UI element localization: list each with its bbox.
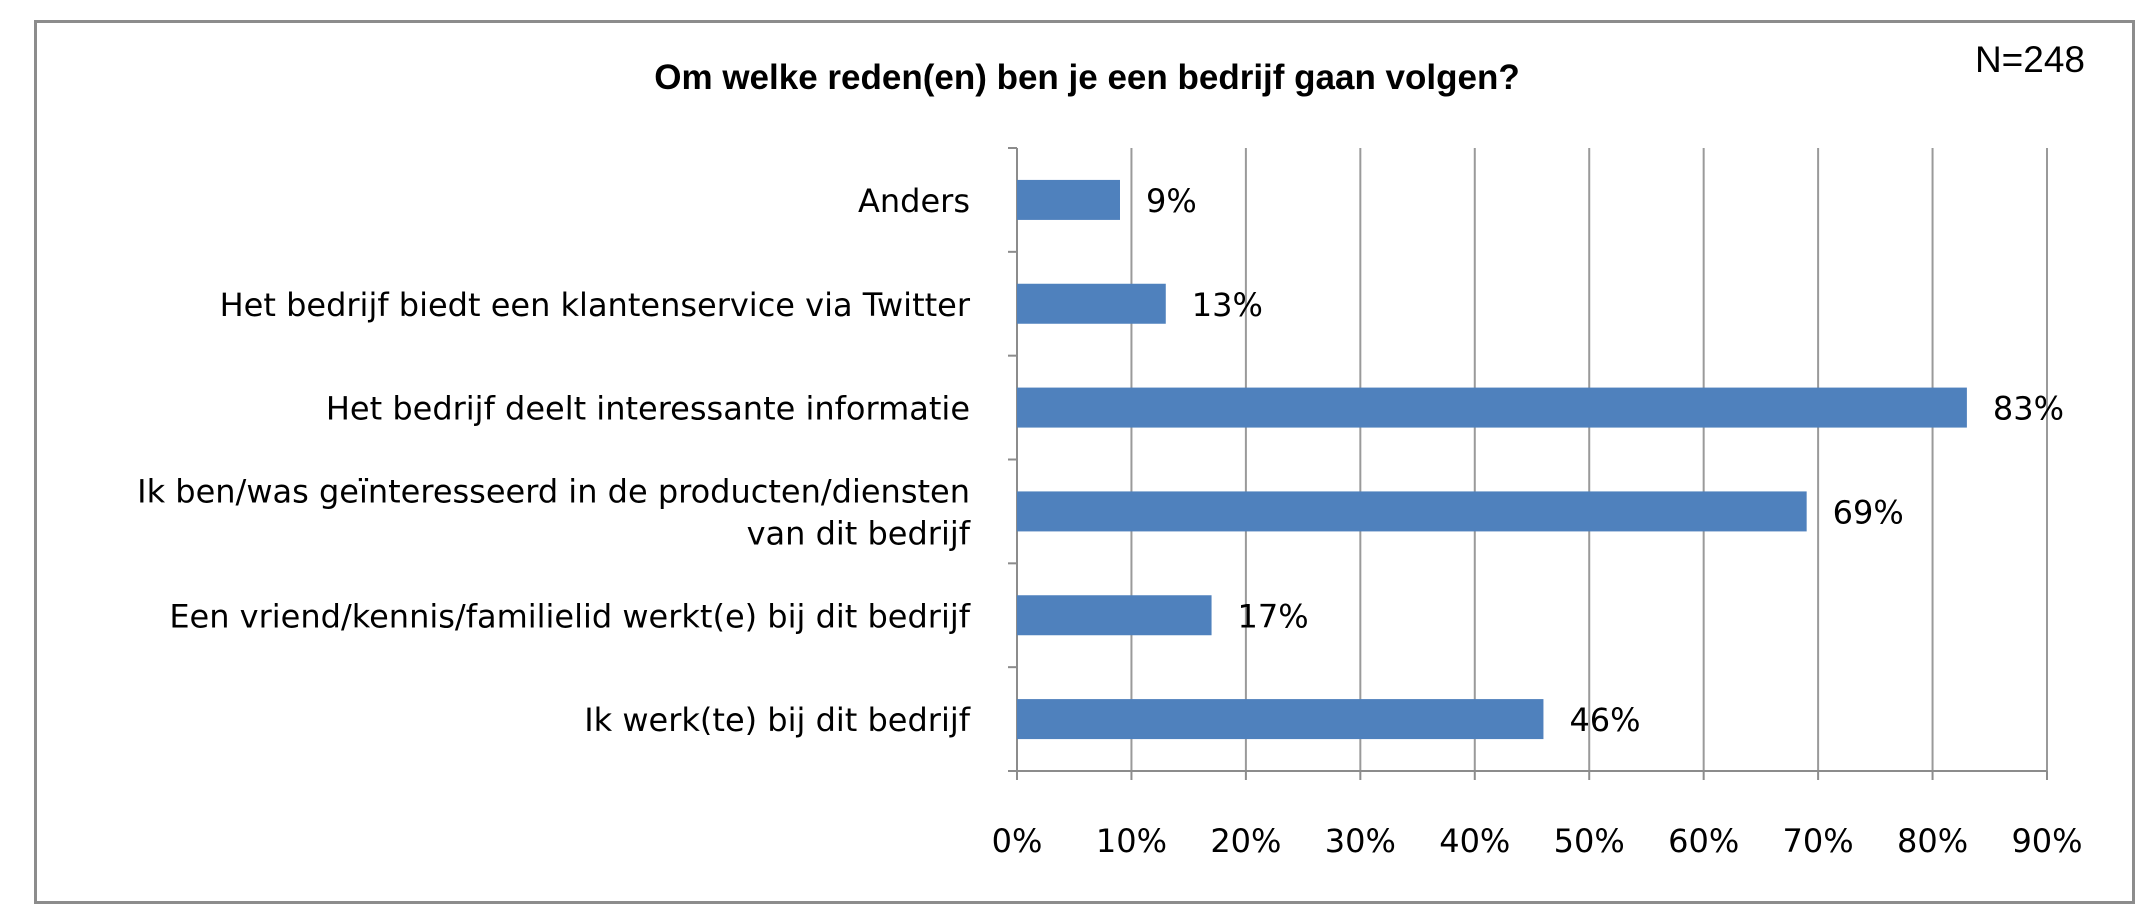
- category-label: Het bedrijf biedt een klantenservice via…: [220, 286, 971, 324]
- bars: [1017, 179, 1967, 740]
- data-label: 17%: [1238, 597, 1309, 635]
- category-label: Ik werk(te) bij dit bedrijf: [584, 701, 971, 739]
- data-label: 13%: [1192, 286, 1263, 324]
- bar: [1017, 387, 1967, 428]
- category-label: Anders: [858, 182, 970, 220]
- x-tick-label: 30%: [1325, 822, 1396, 860]
- chart-title: Om welke reden(en) ben je een bedrijf ga…: [654, 58, 1519, 97]
- x-tick-label: 50%: [1554, 822, 1625, 860]
- axes: [1008, 147, 2048, 780]
- data-label: 9%: [1146, 182, 1197, 220]
- data-label: 46%: [1569, 701, 1640, 739]
- x-tick-label: 70%: [1783, 822, 1854, 860]
- data-label: 83%: [1993, 390, 2064, 428]
- x-tick-label: 80%: [1897, 822, 1968, 860]
- bar: [1017, 699, 1544, 740]
- x-tick-label: 40%: [1439, 822, 1510, 860]
- x-tick-label: 0%: [992, 822, 1043, 860]
- x-tick-label: 90%: [2011, 822, 2082, 860]
- gridlines: [1130, 148, 2048, 771]
- chart-frame: [34, 20, 2135, 904]
- x-tick-label: 10%: [1096, 822, 1167, 860]
- category-label: Een vriend/kennis/familielid werkt(e) bi…: [169, 597, 970, 635]
- category-label: Ik ben/was geïnteresseerd in de producte…: [137, 472, 970, 510]
- bar: [1017, 491, 1807, 532]
- category-label: Het bedrijf deelt interessante informati…: [326, 390, 970, 428]
- sample-size-note: N=248: [1975, 39, 2085, 80]
- bar: [1017, 283, 1166, 324]
- bar: [1017, 595, 1212, 636]
- x-tick-label: 20%: [1210, 822, 1281, 860]
- category-label: van dit bedrijf: [747, 514, 971, 552]
- labels: 0% 10% 20% 30% 40% 50% 60% 70% 80% 90% 9% Anders 13%…: [137, 182, 2082, 860]
- data-label: 69%: [1833, 493, 1904, 531]
- x-tick-label: 60%: [1668, 822, 1739, 860]
- bar: [1017, 179, 1120, 220]
